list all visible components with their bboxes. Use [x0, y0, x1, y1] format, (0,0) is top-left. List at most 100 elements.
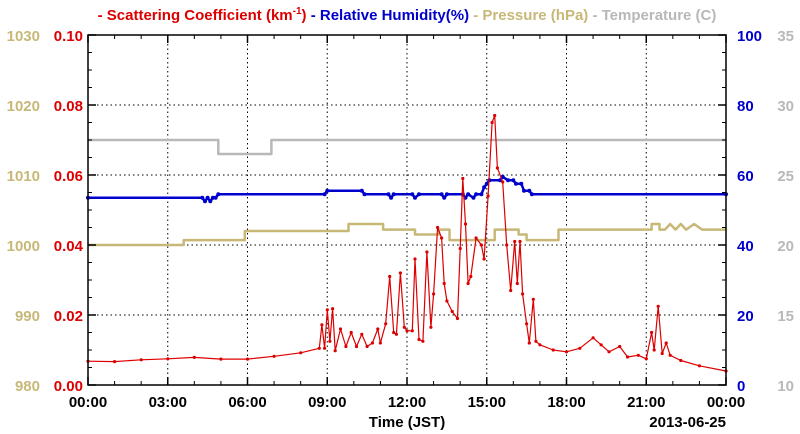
x-tick-label: 21:00	[627, 394, 665, 411]
scattering-data-point	[493, 113, 497, 118]
scattering-data-point	[392, 330, 396, 335]
humidity-data-point	[439, 192, 444, 197]
scattering-data-point	[405, 329, 409, 333]
scattering-data-point	[388, 274, 392, 279]
scattering-data-point	[139, 358, 143, 362]
humidity-axis-tick-label: 100	[737, 28, 762, 45]
humidity-data-point	[203, 199, 207, 204]
humidity-data-point	[216, 192, 221, 197]
scattering-data-point	[354, 344, 359, 349]
scattering-data-point	[429, 325, 433, 329]
scattering-data-point	[370, 341, 374, 345]
humidity-data-point	[208, 199, 213, 204]
scattering-data-point	[317, 346, 321, 350]
humidity-data-point	[511, 178, 516, 183]
scattering-data-point	[461, 176, 465, 181]
x-tick-label: 00:00	[69, 394, 107, 411]
scattering-data-point	[513, 239, 517, 244]
humidity-data-point	[519, 181, 524, 186]
humidity-data-point	[442, 195, 447, 200]
x-tick-label: 12:00	[388, 394, 426, 411]
legend-entry-humidity: - Relative Humidity(%)	[307, 7, 470, 24]
humidity-data-point	[413, 195, 417, 200]
scattering-data-point	[338, 327, 343, 331]
temperature-axis-tick-label: 25	[777, 168, 794, 185]
scattering-data-point	[626, 355, 630, 359]
humidity-data-point	[506, 178, 510, 183]
humidity-axis-tick-label: 40	[737, 238, 754, 255]
scattering-axis-tick-label: 0.08	[54, 98, 83, 115]
humidity-data-point	[213, 195, 218, 200]
scattering-data-point	[328, 339, 332, 343]
humidity-data-point	[466, 192, 471, 197]
axis-ticks	[87, 34, 727, 386]
temperature-axis-tick-label: 20	[777, 238, 794, 255]
x-tick-label: 09:00	[308, 394, 346, 411]
humidity-data-point	[484, 181, 489, 186]
scattering-data-point	[668, 353, 672, 357]
scattering-data-point	[463, 222, 468, 226]
humidity-data-point	[479, 192, 484, 197]
scattering-data-point	[591, 336, 595, 340]
tick-labels: 00:00 03:00 06:00 09:00 12:00 15:00 18:00 21:00…	[7, 28, 794, 411]
legend-entry-scattering: - Scattering Coefficient (km	[98, 7, 293, 24]
scattering-series-line	[87, 114, 727, 372]
scattering-data-point	[656, 304, 660, 308]
scattering-data-point	[466, 281, 470, 286]
scattering-data-point	[320, 323, 324, 327]
scattering-axis-tick-label: 0.00	[54, 378, 83, 395]
x-axis-title: Time (JST)	[369, 414, 445, 431]
scattering-data-point	[450, 309, 454, 314]
humidity-data-point	[322, 192, 327, 197]
x-tick-label: 15:00	[468, 394, 506, 411]
temperature-axis-tick-label: 15	[777, 308, 794, 325]
pressure-axis-tick-label: 980	[15, 378, 40, 395]
humidity-data-point	[498, 178, 502, 183]
scattering-data-point	[578, 346, 582, 350]
humidity-data-point	[359, 188, 364, 193]
date-label: 2013-06-25	[649, 414, 726, 431]
scattering-data-point	[636, 353, 640, 357]
scattering-data-point	[272, 354, 276, 358]
scattering-axis-tick-label: 0.02	[54, 308, 83, 325]
scattering-data-point	[378, 341, 382, 345]
scattering-data-point	[697, 364, 702, 368]
humidity-axis-tick-label: 20	[737, 308, 754, 325]
x-tick-label: 06:00	[228, 394, 266, 411]
pressure-axis-tick-label: 1010	[7, 168, 40, 185]
scattering-data-point	[421, 339, 425, 343]
scattering-data-point	[440, 236, 444, 240]
scattering-data-point	[650, 330, 654, 335]
grid	[88, 35, 726, 385]
humidity-data-point	[325, 188, 330, 193]
legend-entry-temperature: - Temperature (C)	[588, 7, 716, 24]
scattering-data-point	[344, 344, 348, 349]
humidity-data-point	[410, 192, 415, 197]
humidity-axis-tick-label: 60	[737, 168, 754, 185]
pressure-axis-tick-label: 1000	[7, 238, 40, 255]
scattering-data-point	[410, 329, 414, 333]
scattering-data-point	[644, 357, 648, 361]
humidity-data-point	[389, 195, 394, 200]
humidity-data-point	[200, 195, 205, 200]
scattering-data-point	[219, 357, 223, 361]
humidity-data-point	[482, 185, 487, 190]
legend-entry-pressure: - Pressure (hPa)	[469, 7, 588, 24]
scattering-data-point	[325, 308, 329, 312]
scattering-data-point	[432, 292, 436, 296]
scattering-data-point	[515, 281, 519, 286]
scattering-axis-tick-label: 0.10	[54, 28, 83, 45]
scattering-data-point	[245, 357, 250, 361]
scattering-data-point	[564, 350, 569, 354]
scattering-data-point	[518, 239, 522, 244]
humidity-data-point	[474, 192, 479, 197]
scattering-data-point	[323, 346, 327, 350]
pressure-axis-tick-label: 990	[15, 308, 40, 325]
scattering-data-point	[521, 292, 525, 296]
scattering-data-point	[509, 288, 513, 293]
legend-superscript: -1	[293, 6, 302, 17]
humidity-data-point	[205, 195, 210, 200]
scattering-axis-tick-label: 0.06	[54, 168, 83, 185]
scattering-data-point	[458, 246, 462, 251]
